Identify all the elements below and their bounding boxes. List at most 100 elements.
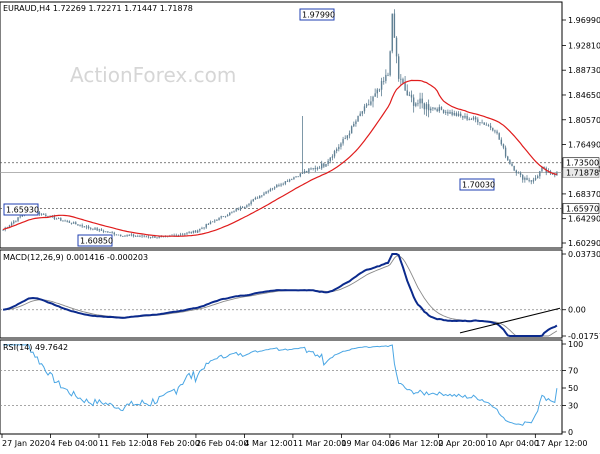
- candle-body: [177, 235, 180, 237]
- candle-body: [239, 207, 242, 210]
- time-axis-label: 11 Feb 12:00: [99, 439, 151, 448]
- candle-body: [327, 160, 329, 165]
- candle-body: [132, 234, 135, 237]
- candle-body: [385, 74, 387, 81]
- price-panel-frame: [0, 1, 563, 249]
- candle-body: [250, 201, 252, 205]
- candle-body: [425, 104, 428, 110]
- candle-body: [513, 165, 515, 171]
- candle-body: [57, 218, 60, 219]
- macd-axis-label: 0.00: [568, 306, 586, 315]
- price-level-label: 1.65970: [566, 204, 599, 213]
- candle-body: [271, 188, 274, 190]
- candle-body: [477, 119, 479, 123]
- candle-body: [395, 37, 398, 57]
- candle-body: [432, 107, 434, 109]
- price-axis-label: 1.96990: [568, 16, 600, 25]
- rsi-panel: RSI(14) 49.7642 100 70 50 30 0: [0, 339, 583, 437]
- candle-body: [325, 164, 327, 167]
- candle-body: [53, 216, 56, 219]
- rsi-axis-label: 100: [568, 340, 583, 349]
- candle-body: [436, 109, 438, 112]
- candle-body: [43, 213, 45, 215]
- candle-body: [79, 225, 81, 227]
- time-axis-label: 27 Jan 2020: [2, 439, 50, 448]
- candle-body: [143, 235, 145, 237]
- candle-body: [229, 212, 231, 216]
- time-axis-label: 10 Apr 04:00: [487, 439, 539, 448]
- rsi-panel-frame: [0, 339, 563, 435]
- candle-body: [55, 218, 58, 220]
- candle-body: [248, 204, 250, 206]
- time-axis-label: 4 Feb 04:00: [50, 439, 97, 448]
- candle-body: [38, 212, 41, 215]
- candle-body: [530, 180, 532, 182]
- rsi-axis-label: 50: [568, 384, 578, 393]
- price-annotation-label: 1.97990: [302, 11, 335, 20]
- candle-body: [92, 228, 94, 230]
- macd-axis-label: 0.037301: [568, 250, 600, 259]
- candle-body: [498, 133, 500, 140]
- candle-body: [263, 193, 265, 196]
- price-annotation-label: 1.60850: [80, 237, 113, 246]
- candle-body: [276, 184, 278, 188]
- candle-body: [122, 236, 124, 237]
- candle-body: [218, 217, 220, 221]
- candle-body: [261, 195, 263, 197]
- candle-body: [427, 104, 430, 111]
- candle-body: [130, 234, 133, 236]
- candle-body: [241, 207, 244, 209]
- candle-body: [286, 181, 289, 182]
- candle-body: [111, 231, 113, 233]
- candle-body: [462, 115, 464, 118]
- candle-body: [314, 168, 316, 170]
- candle-body: [485, 124, 488, 126]
- price-level-label: 1.73500: [566, 159, 599, 168]
- candle-body: [66, 220, 68, 222]
- macd-panel: MACD(12,26,9) 0.001416 -0.000203 0.03730…: [0, 249, 600, 341]
- time-axis-label: 11 Mar 20:00: [293, 439, 346, 448]
- candle-body: [389, 51, 391, 76]
- candle-body: [237, 209, 239, 211]
- candle-body: [376, 89, 378, 94]
- candle-body: [474, 117, 477, 120]
- rsi-panel-title: RSI(14) 49.7642: [3, 343, 68, 352]
- time-axis-label: 4 Mar 12:00: [244, 439, 292, 448]
- time-axis-label: 2 Apr 20:00: [438, 439, 485, 448]
- candle-body: [310, 168, 312, 170]
- candle-body: [77, 224, 79, 226]
- candle-body: [252, 199, 254, 202]
- candle-body: [184, 233, 186, 235]
- candle-body: [128, 234, 130, 236]
- candle-body: [410, 94, 413, 98]
- price-axis-label: 1.84650: [568, 91, 600, 100]
- candle-body: [359, 113, 361, 116]
- candle-body: [541, 166, 543, 172]
- candle-body: [391, 13, 393, 52]
- candle-body: [355, 121, 357, 124]
- candle-body: [291, 179, 293, 181]
- candle-body: [496, 131, 498, 134]
- candle-body: [83, 226, 86, 228]
- candle-body: [492, 127, 494, 131]
- candle-body: [124, 235, 126, 237]
- price-levels: [0, 162, 562, 209]
- price-annotation-box: [459, 178, 495, 191]
- candle-body: [109, 231, 111, 233]
- candle-body: [179, 234, 182, 236]
- candle-body: [374, 93, 376, 97]
- candle-body: [256, 197, 259, 199]
- candle-body: [348, 133, 351, 136]
- candle-body: [340, 143, 342, 147]
- candle-body: [102, 230, 105, 232]
- price-annotations: 1.97990 1.65930 1.60850 1.70030: [3, 8, 495, 247]
- candle-body: [361, 111, 364, 114]
- candle-body: [419, 98, 421, 104]
- candle-body: [321, 163, 323, 169]
- candle-body: [273, 187, 276, 189]
- price-axis-label: 1.92810: [568, 41, 600, 50]
- candle-body: [87, 226, 90, 229]
- candle-body: [466, 115, 468, 120]
- rsi-axis-label: 0: [568, 428, 573, 437]
- price-panel-title: EURAUD,H4 1.72269 1.72271 1.71447 1.7187…: [3, 4, 193, 13]
